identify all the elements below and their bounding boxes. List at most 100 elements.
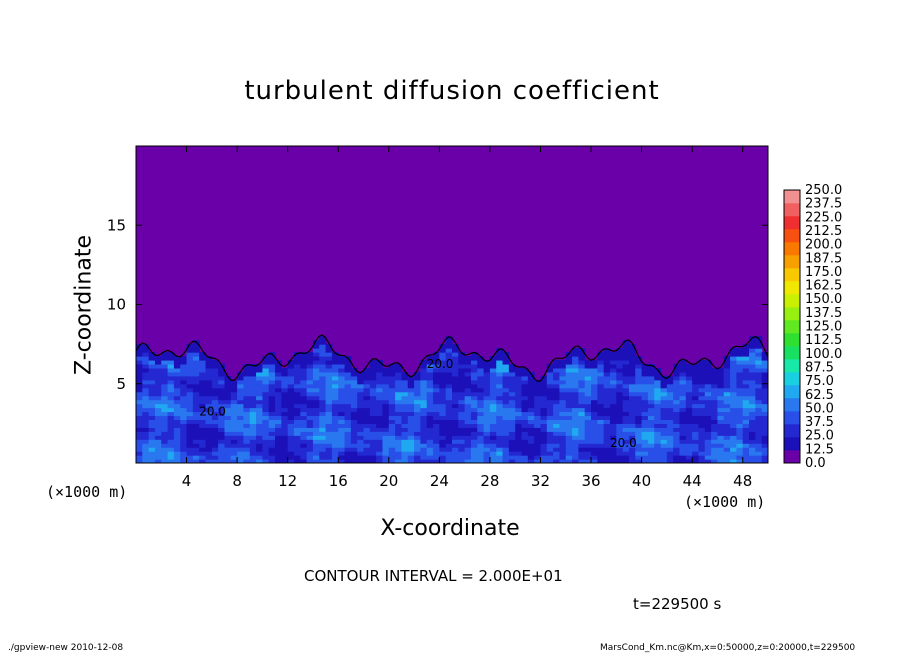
field-cell: [249, 375, 257, 381]
field-cell: [553, 435, 561, 440]
field-cell: [167, 431, 175, 436]
field-cell: [154, 399, 162, 405]
field-cell: [679, 459, 687, 463]
field-cell: [433, 423, 440, 428]
field-cell: [205, 379, 213, 385]
field-cell: [496, 435, 504, 440]
field-cell: [749, 359, 756, 365]
field-cell: [635, 459, 643, 463]
field-cell: [325, 427, 333, 432]
field-cell: [673, 363, 681, 369]
field-cell: [458, 431, 466, 436]
field-cell: [508, 439, 516, 444]
field-cell: [167, 419, 175, 424]
field-cell: [331, 435, 339, 440]
field-cell: [597, 439, 605, 444]
field-cell: [749, 379, 756, 385]
field-cell: [300, 439, 308, 444]
footer-right: MarsCond_Km.nc@Km,x=0:50000,z=0:20000,t=…: [600, 643, 856, 653]
field-cell: [540, 447, 548, 452]
field-cell: [363, 459, 371, 463]
field-cell: [173, 356, 181, 361]
field-cell: [445, 352, 453, 357]
field-cell: [584, 391, 592, 397]
field-cell: [350, 459, 358, 463]
field-cell: [268, 367, 276, 373]
field-cell: [458, 359, 466, 365]
field-cell: [369, 379, 377, 385]
field-cell: [243, 451, 251, 456]
field-cell: [268, 383, 276, 389]
field-cell: [666, 447, 674, 452]
field-cell: [723, 411, 731, 417]
field-cell: [692, 455, 700, 460]
field-cell: [218, 439, 226, 444]
field-cell: [584, 447, 592, 452]
field-cell: [559, 403, 567, 409]
field-cell: [502, 367, 510, 373]
field-cell: [205, 407, 213, 413]
field-cell: [363, 391, 371, 397]
field-cell: [192, 459, 200, 463]
field-cell: [755, 367, 763, 373]
field-cell: [477, 459, 485, 463]
field-cell: [325, 423, 333, 428]
field-cell: [597, 359, 605, 365]
field-cell: [572, 363, 579, 369]
field-cell: [654, 411, 662, 417]
field-cell: [534, 447, 542, 452]
field-cell: [496, 391, 504, 397]
field-cell: [439, 348, 447, 353]
field-cell: [578, 435, 586, 440]
field-cell: [464, 363, 472, 369]
field-cell: [761, 391, 768, 397]
field-cell: [452, 415, 459, 421]
field-cell: [249, 451, 257, 456]
field-cell: [275, 379, 282, 385]
field-cell: [325, 387, 333, 393]
field-cell: [591, 363, 598, 369]
field-cell: [154, 367, 162, 373]
field-cell: [603, 371, 611, 377]
field-cell: [546, 427, 554, 432]
field-cell: [237, 375, 245, 381]
field-cell: [262, 419, 270, 424]
field-cell: [508, 383, 516, 389]
field-cell: [572, 439, 579, 444]
field-cell: [597, 423, 605, 428]
field-cell: [294, 419, 301, 424]
field-cell: [647, 459, 655, 463]
colorbar-label: 200.0: [805, 238, 842, 253]
field-cell: [300, 403, 308, 409]
field-cell: [142, 367, 150, 373]
field-cell: [647, 435, 655, 440]
field-cell: [704, 387, 712, 393]
field-cell: [502, 356, 510, 361]
field-cell: [287, 435, 295, 440]
field-cell: [407, 443, 415, 448]
field-cell: [761, 352, 768, 357]
field-cell: [243, 395, 251, 401]
field-cell: [616, 387, 624, 393]
field-cell: [730, 348, 737, 353]
field-cell: [565, 352, 573, 357]
field-cell: [660, 447, 668, 452]
field-cell: [565, 403, 573, 409]
field-cell: [730, 371, 737, 377]
field-cell: [755, 407, 763, 413]
field-cell: [180, 431, 188, 436]
field-cell: [382, 371, 390, 377]
field-cell: [628, 359, 636, 365]
field-cell: [154, 395, 162, 401]
field-cell: [363, 395, 371, 401]
field-cell: [749, 395, 756, 401]
field-cell: [426, 415, 434, 421]
field-cell: [294, 359, 301, 365]
field-cell: [287, 359, 295, 365]
field-cell: [515, 407, 523, 413]
field-cell: [610, 403, 617, 409]
field-cell: [395, 447, 403, 452]
field-cell: [325, 415, 333, 421]
field-cell: [641, 447, 649, 452]
field-cell: [325, 419, 333, 424]
